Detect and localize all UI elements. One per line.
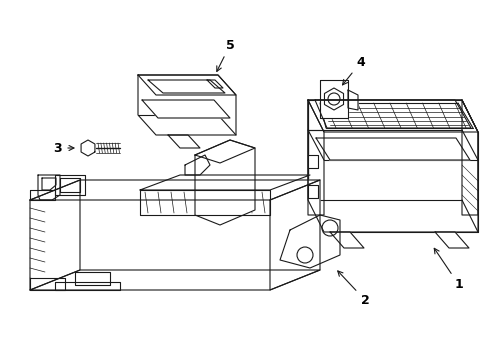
Polygon shape: [307, 155, 317, 168]
Polygon shape: [347, 90, 357, 110]
Text: 5: 5: [216, 39, 234, 71]
Polygon shape: [319, 80, 347, 118]
Polygon shape: [140, 190, 269, 215]
Polygon shape: [30, 180, 319, 200]
Polygon shape: [195, 140, 254, 225]
Polygon shape: [30, 270, 319, 290]
Polygon shape: [30, 278, 65, 290]
Text: 1: 1: [433, 248, 463, 292]
Polygon shape: [184, 155, 209, 175]
Polygon shape: [55, 282, 120, 290]
Polygon shape: [434, 232, 468, 248]
Polygon shape: [280, 215, 339, 268]
Polygon shape: [195, 140, 254, 163]
Polygon shape: [461, 100, 477, 215]
Polygon shape: [138, 75, 236, 95]
Polygon shape: [140, 175, 309, 190]
Text: 3: 3: [54, 141, 74, 154]
Text: 4: 4: [342, 55, 365, 85]
Polygon shape: [307, 185, 317, 198]
Polygon shape: [55, 175, 85, 195]
Polygon shape: [206, 80, 223, 88]
Polygon shape: [168, 135, 200, 148]
Text: 2: 2: [337, 271, 368, 306]
Polygon shape: [307, 100, 324, 215]
Polygon shape: [269, 180, 319, 290]
Polygon shape: [75, 272, 110, 285]
Polygon shape: [30, 180, 80, 290]
Polygon shape: [30, 190, 55, 200]
Polygon shape: [307, 100, 477, 132]
Polygon shape: [307, 100, 477, 232]
Polygon shape: [60, 178, 80, 192]
Polygon shape: [315, 138, 469, 160]
Polygon shape: [81, 140, 95, 156]
Polygon shape: [324, 88, 343, 110]
Polygon shape: [314, 100, 470, 128]
Polygon shape: [142, 100, 229, 118]
Polygon shape: [38, 175, 60, 200]
Polygon shape: [138, 75, 236, 135]
Polygon shape: [148, 80, 224, 93]
Polygon shape: [329, 232, 363, 248]
